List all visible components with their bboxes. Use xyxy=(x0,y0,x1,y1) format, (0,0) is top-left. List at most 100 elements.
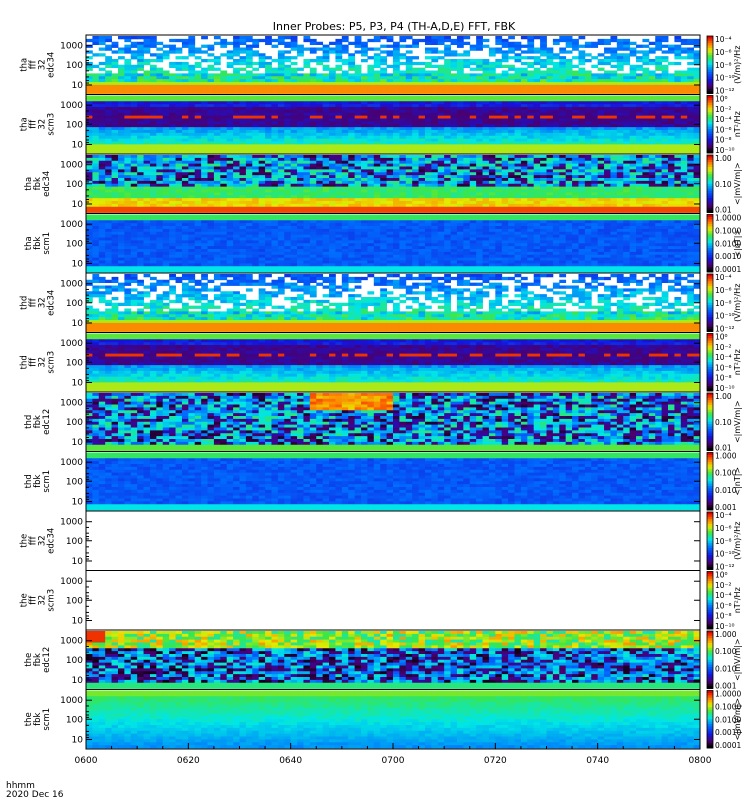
spectrogram-cell xyxy=(290,36,298,40)
spectrogram-cell xyxy=(341,178,349,182)
spectrogram-cell xyxy=(572,76,579,80)
spectrogram-cell xyxy=(169,61,176,66)
spectrogram-cell xyxy=(201,175,208,179)
spectrogram-cell xyxy=(431,84,439,89)
spectrogram-cell xyxy=(297,166,304,170)
spectrogram-cell xyxy=(495,157,503,162)
spectrogram-cell xyxy=(220,195,228,199)
spectrogram-cell xyxy=(482,201,490,205)
spectrogram-cell xyxy=(687,115,695,119)
spectrogram-cell xyxy=(444,67,451,71)
spectrogram-cell xyxy=(284,130,292,134)
spectrogram-cell xyxy=(559,209,567,213)
spectrogram-cell xyxy=(297,186,304,190)
spectrogram-cell xyxy=(450,138,458,142)
spectrogram-cell xyxy=(572,198,579,202)
spectrogram-cell xyxy=(572,172,579,176)
spectrogram-cell xyxy=(239,157,247,162)
spectrogram-cell xyxy=(194,198,202,202)
spectrogram-cell xyxy=(188,101,196,105)
spectrogram-cell xyxy=(290,101,298,105)
spectrogram-cell xyxy=(488,192,496,196)
spectrogram-cell xyxy=(572,90,579,94)
spectrogram-cell xyxy=(642,44,650,48)
spectrogram-cell xyxy=(655,104,663,108)
spectrogram-cell xyxy=(149,180,157,185)
spectrogram-cell xyxy=(655,38,663,43)
spectrogram-cell xyxy=(220,206,228,211)
spectrogram-cell xyxy=(194,64,202,69)
spectrogram-cell xyxy=(373,203,381,208)
spectrogram-cell xyxy=(495,82,503,86)
spectrogram-cell xyxy=(572,107,579,111)
spectrogram-cell xyxy=(565,203,573,208)
spectrogram-cell xyxy=(527,118,535,122)
spectrogram-cell xyxy=(92,38,100,43)
spectrogram-cell xyxy=(393,178,400,182)
spectrogram-cell xyxy=(501,195,509,199)
spectrogram-cell xyxy=(527,90,535,94)
spectrogram-cell xyxy=(105,95,112,99)
spectrogram-cell xyxy=(476,150,483,154)
spectrogram-cell xyxy=(149,82,157,86)
spectrogram-cell xyxy=(297,73,304,77)
spectrogram-cell xyxy=(405,98,413,102)
spectrogram-cell xyxy=(393,41,400,46)
spectrogram-cell xyxy=(572,195,579,199)
spectrogram-cell xyxy=(386,169,394,173)
spectrogram-cell xyxy=(265,115,272,119)
spectrogram-cell xyxy=(565,95,573,99)
spectrogram-cell xyxy=(450,107,458,111)
spectrogram-cell xyxy=(399,44,407,48)
spectrogram-cell xyxy=(456,180,464,185)
spectrogram-cell xyxy=(220,189,228,193)
spectrogram-cell xyxy=(258,206,266,211)
spectrogram-cell xyxy=(559,183,567,188)
spectrogram-cell xyxy=(220,155,228,159)
spectrogram-cell xyxy=(265,201,272,205)
spectrogram-cell xyxy=(98,36,106,40)
spectrogram-cell xyxy=(604,121,611,125)
spectrogram-cell xyxy=(207,166,215,170)
spectrogram-cell xyxy=(124,98,132,102)
spectrogram-cell xyxy=(495,203,503,208)
spectrogram-cell xyxy=(680,115,688,119)
spectrogram-cell xyxy=(361,198,368,202)
spectrogram-cell xyxy=(565,36,573,40)
spectrogram-cell xyxy=(444,50,451,54)
spectrogram-cell xyxy=(559,84,567,89)
spectrogram-cell xyxy=(412,118,419,122)
spectrogram-cell xyxy=(265,163,272,167)
spectrogram-cell xyxy=(92,104,100,108)
spectrogram-cell xyxy=(124,192,132,196)
spectrogram-cell xyxy=(316,138,324,142)
spectrogram-cell xyxy=(488,172,496,176)
spectrogram-cell xyxy=(572,206,579,211)
spectrogram-cell xyxy=(169,155,176,159)
spectrogram-cell xyxy=(540,130,547,134)
spectrogram-cell xyxy=(636,118,643,122)
spectrogram-cell xyxy=(348,186,356,190)
spectrogram-cell xyxy=(693,118,701,122)
spectrogram-cell xyxy=(520,104,528,108)
spectrogram-cell xyxy=(412,209,419,213)
spectrogram-cell xyxy=(393,76,400,80)
spectrogram-cell xyxy=(245,160,253,165)
spectrogram-cell xyxy=(175,64,183,69)
spectrogram-cell xyxy=(584,144,592,148)
spectrogram-cell xyxy=(412,163,419,167)
spectrogram-cell xyxy=(476,73,483,77)
spectrogram-cell xyxy=(143,160,151,165)
spectrogram-cell xyxy=(469,67,477,71)
spectrogram-cell xyxy=(348,163,356,167)
spectrogram-cell xyxy=(412,82,419,86)
spectrogram-cell xyxy=(533,163,541,167)
spectrogram-cell xyxy=(661,70,669,74)
spectrogram-cell xyxy=(488,90,496,94)
spectrogram-cell xyxy=(329,107,336,111)
colorbar-segment xyxy=(707,43,713,46)
spectrogram-cell xyxy=(226,132,234,137)
spectrogram-cell xyxy=(322,141,330,145)
spectrogram-cell xyxy=(233,178,240,182)
spectrogram-cell xyxy=(661,107,669,111)
